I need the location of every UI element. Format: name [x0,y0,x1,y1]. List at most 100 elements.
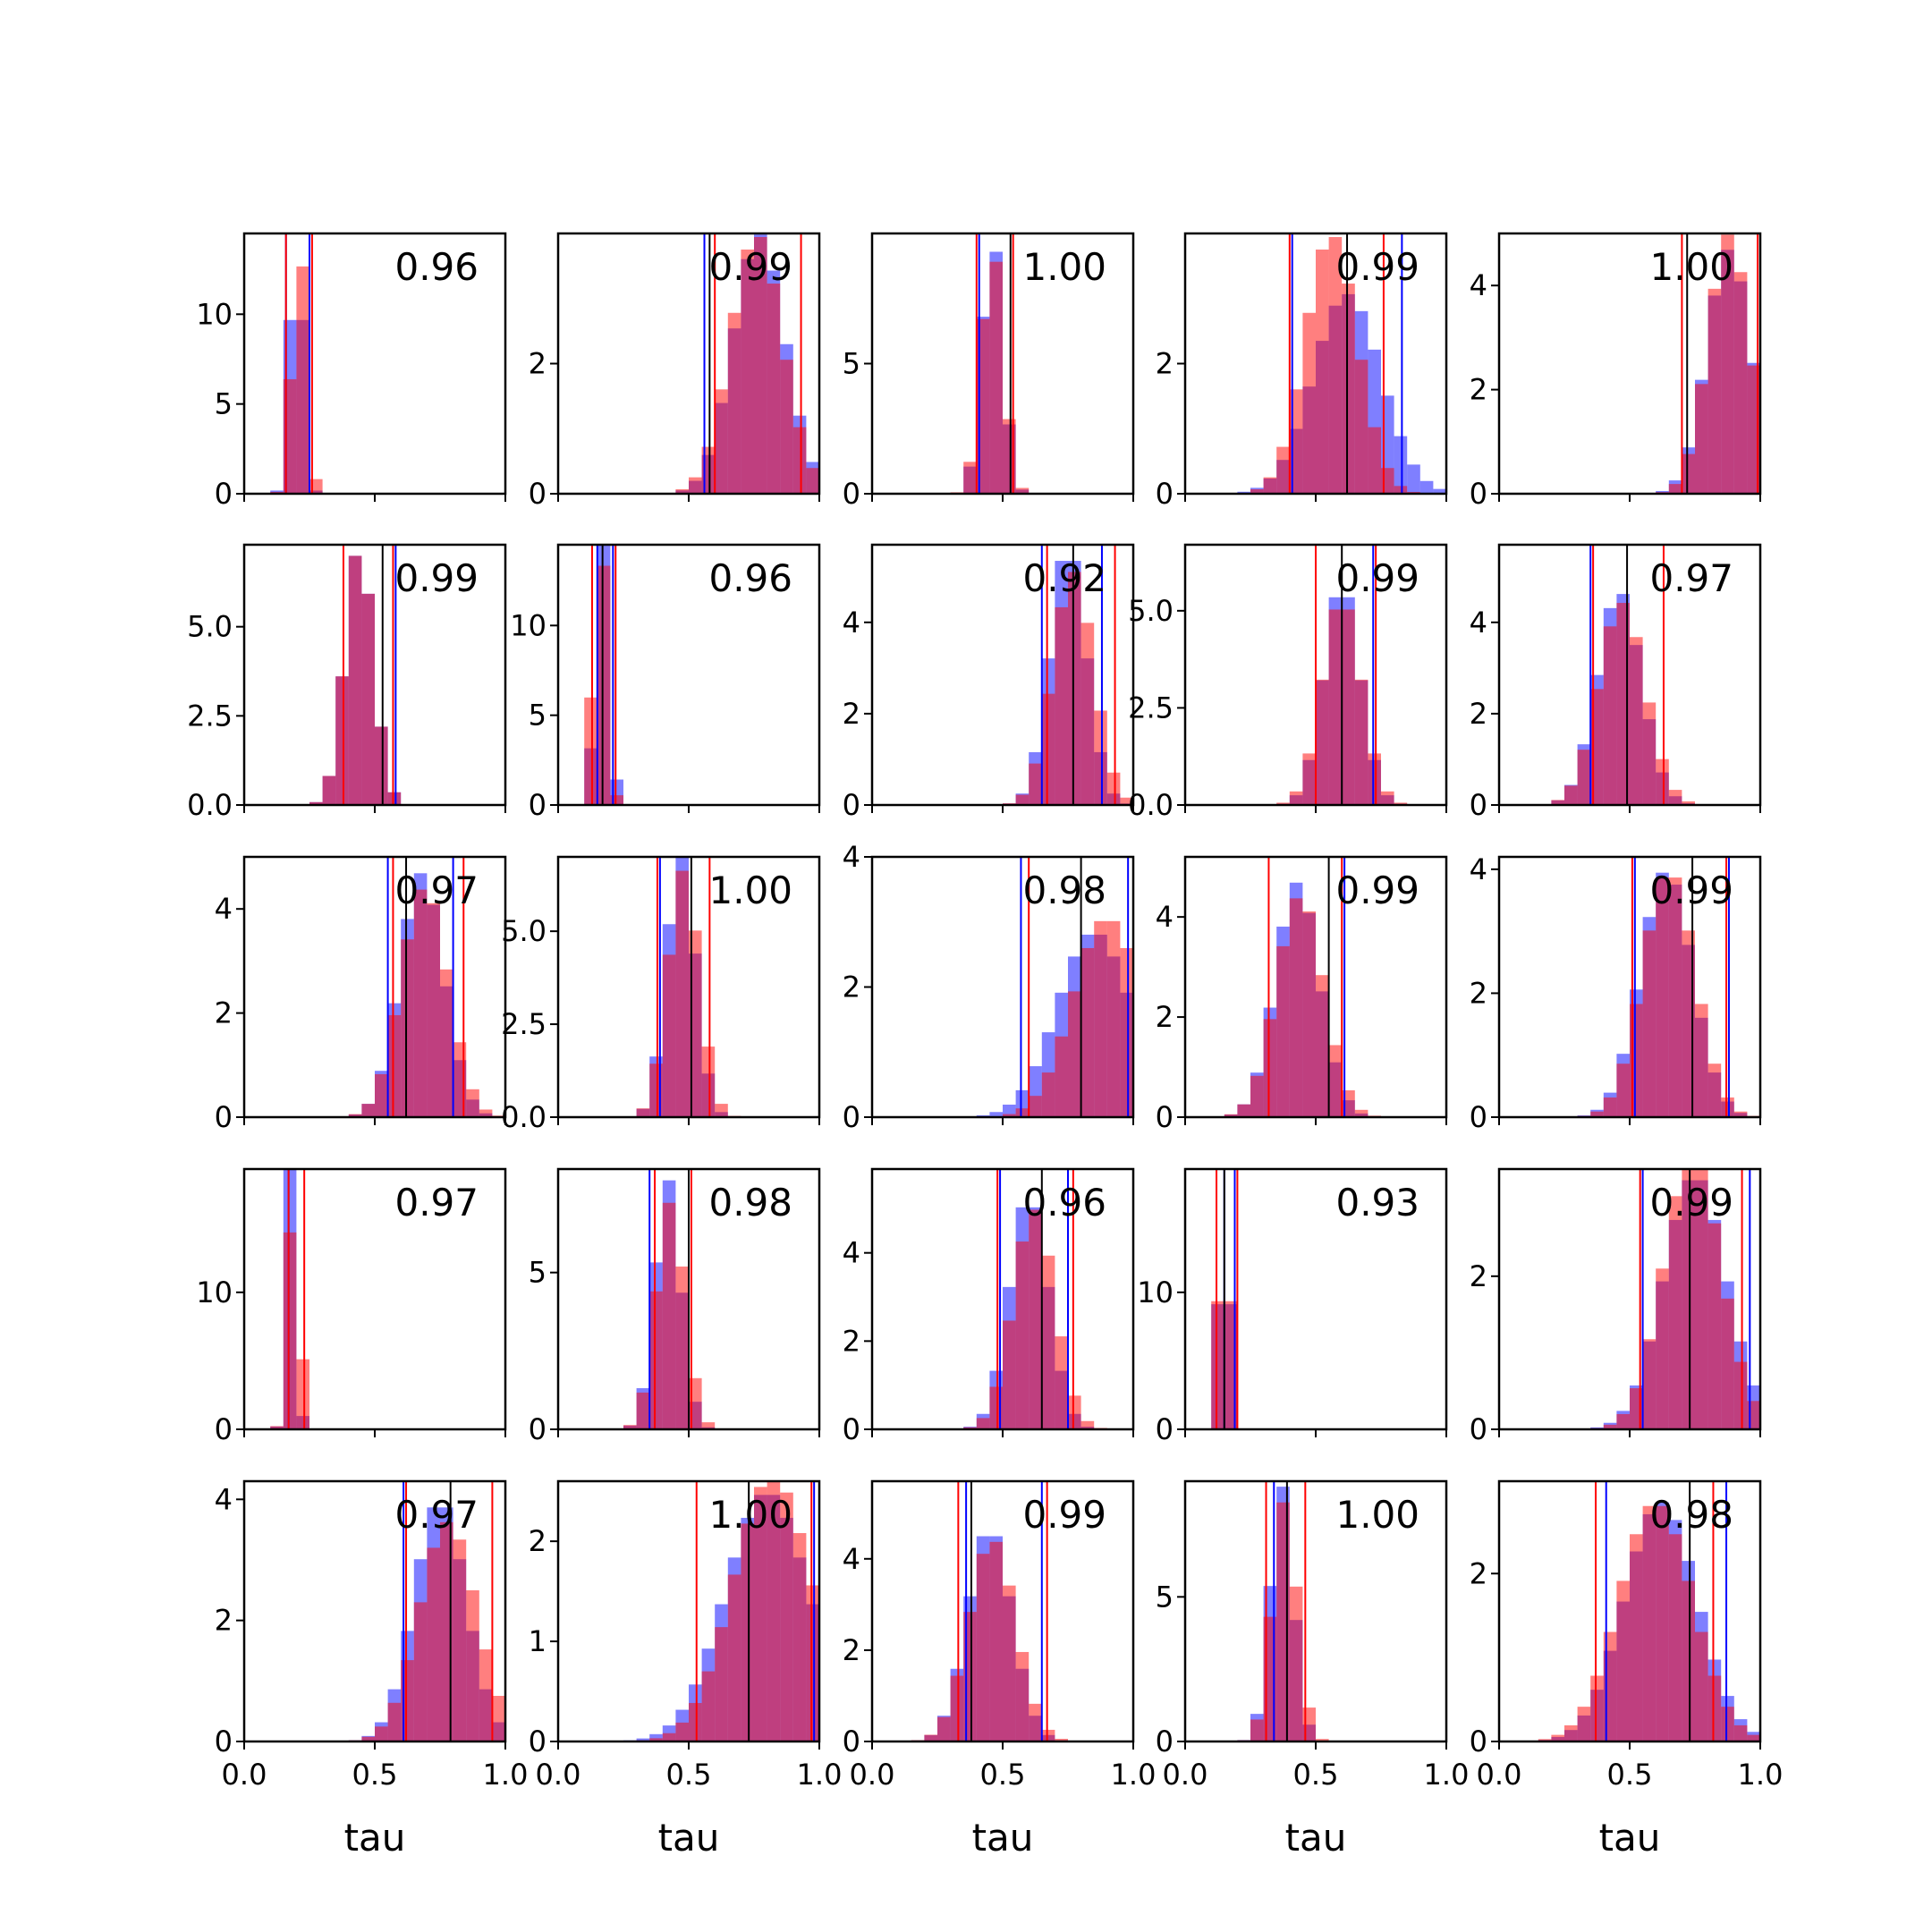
bar-red [1289,898,1303,1117]
bar-red [1342,284,1355,494]
bar-red [1603,1097,1617,1117]
bar-red [1368,753,1381,805]
panel-4: 020.99 [1156,232,1448,511]
bar-red [1656,877,1669,1117]
panel-25: 0 2 0.0 0.5 1.0 tau 0.98 [1470,1479,1783,1860]
bar-red [1603,1424,1617,1429]
bar-red [1055,1036,1068,1117]
panel-value-label: 0.98 [1022,869,1106,912]
bar-red [1316,250,1329,494]
bar-red [1538,1739,1552,1741]
bar-red [1003,1585,1016,1741]
bar-red [1015,1108,1030,1117]
x-axis-label: tau [1285,1816,1347,1860]
bar-red [1276,802,1290,805]
bar-red [701,1422,716,1429]
histogram-red [348,1521,505,1741]
bar-red [1733,1361,1748,1429]
bar-red [413,1602,428,1741]
y-tick-label: 4 [843,1236,860,1270]
bar-red [1656,758,1669,805]
bar-red [1003,1114,1016,1117]
bar-red [1302,911,1316,1117]
y-tick-label: 0 [1470,788,1487,822]
bar-red [375,726,388,805]
bar-red [1642,1505,1657,1741]
bar-red [479,1109,493,1117]
bar-red [1055,606,1068,805]
y-tick-label: 0 [1470,477,1487,511]
bar-red [754,1487,767,1741]
bar-red [937,1716,951,1741]
histogram-red [911,1541,1068,1741]
histogram-red [1551,603,1695,805]
bar-red [806,468,819,494]
bar-red [989,261,1003,494]
y-tick-label: 2 [215,1604,233,1638]
y-tick-label: 2.5 [501,1007,547,1041]
y-tick-label: 5.0 [187,610,233,644]
histogram-red [584,565,623,805]
bar-red [1668,790,1682,805]
bar-red [1041,1729,1055,1741]
bar-red [1721,1298,1734,1429]
y-tick-label: 2 [843,1633,860,1667]
bar-red [675,1267,689,1429]
panel-value-label: 0.96 [1022,1181,1106,1224]
y-tick-label: 2 [1470,1556,1487,1590]
y-tick-label: 5 [529,1256,547,1290]
y-tick-label: 0 [215,1724,233,1758]
bar-red [361,593,375,805]
histogram-red [1237,1502,1329,1741]
bar-red [1707,288,1722,494]
x-axis-label: tau [658,1816,720,1860]
bar-red [1630,1534,1643,1741]
bar-red [1695,1169,1708,1429]
bar-red [636,1108,650,1117]
panel-6: 0.0 2.5 5.0 0.99 [187,543,507,822]
y-tick-label: 0 [215,477,233,511]
y-tick-label: 0 [843,788,860,822]
panel-20: 020.99 [1470,1167,1762,1446]
y-tick-label: 0 [529,477,547,511]
panel-value-label: 0.93 [1335,1181,1419,1224]
bar-red [610,795,623,805]
bar-red [1707,1063,1722,1117]
histogram-red [1003,920,1133,1117]
y-tick-label: 2 [843,697,860,731]
bar-red [1080,623,1095,805]
y-tick-label: 0 [1156,477,1174,511]
histogram-red [309,555,402,805]
x-tick-label: 0.5 [1607,1758,1653,1792]
bar-red [715,389,728,494]
panel-17: 050.98 [529,1167,821,1446]
panel-5: 0 2 4 1.00 [1470,232,1762,511]
y-tick-label: 0.0 [187,788,233,822]
bar-red [780,360,793,494]
bar-red [375,1726,388,1741]
y-tick-label: 2 [1156,347,1174,381]
bar-red [1289,1586,1303,1741]
bar-red [1721,1097,1734,1117]
y-tick-label: 10 [196,1275,233,1309]
y-tick-label: 4 [1156,900,1174,934]
bar-red [1577,750,1591,805]
bar-red [584,697,597,805]
panel-9: 0.0 2.5 5.0 0.99 [1128,543,1448,822]
bar-blue [1407,464,1420,494]
y-tick-label: 0 [1470,1412,1487,1446]
y-tick-label: 5 [843,347,860,381]
bar-red [479,1649,493,1741]
bar-red [1068,1395,1081,1429]
bar-red [1250,489,1264,494]
x-tick-label: 1.0 [1424,1758,1470,1792]
bar-red [1015,1241,1030,1429]
bar-red [1211,1301,1224,1429]
bar-blue [636,1738,650,1741]
bar-red [1029,1096,1042,1117]
bar-red [427,1547,440,1741]
bar-red [375,1073,388,1117]
y-tick-label: 0 [529,1724,547,1758]
panel-12: 0.0 2.5 5.0 1.00 [501,855,821,1134]
bar-red [649,1738,663,1741]
